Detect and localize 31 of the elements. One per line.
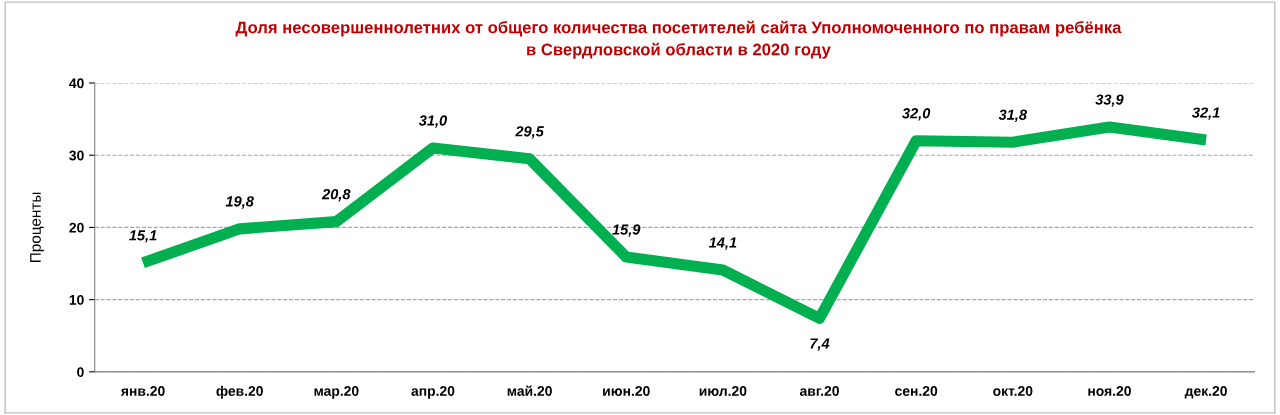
y-tick-label: 0 [77,367,84,378]
data-label: 33,9 [1095,94,1124,107]
data-label: 14,1 [708,237,737,250]
chart-title: Доля несовершеннолетних от общего количества посетителей сайта Уполномоченного по правам ребёнка в Свердловской области в 2020 году [235,20,1122,59]
x-tick-label: янв.20 [120,386,165,396]
x-tick-label: май.20 [507,385,552,396]
data-label: 19,8 [225,196,254,209]
data-label: 32,1 [1192,107,1220,120]
y-tick-label: 20 [69,222,84,233]
data-label: 32,0 [902,108,931,121]
y-tick-label: 30 [69,150,84,161]
x-tick-label: апр.20 [411,386,455,399]
x-tick-label: фев.20 [216,385,263,399]
x-tick-label: сен.20 [895,386,938,396]
x-tick-label: мар.20 [314,386,359,399]
x-tick-label: дек.20 [1184,386,1227,399]
y-tick-label: 10 [69,294,84,305]
data-label: 15,9 [612,224,641,237]
x-tick-label: ноя.20 [1088,386,1131,396]
data-label: 29,5 [515,126,544,139]
data-label: 15,1 [129,230,157,243]
data-label: 31,0 [418,115,448,128]
data-label: 31,8 [998,109,1027,122]
x-tick-label: июн.20 [603,386,650,396]
data-label: 20,8 [321,188,351,202]
x-tick-label: авг.20 [799,386,839,396]
y-axis-title: Проценты [30,192,44,262]
data-label: 7,4 [810,338,830,351]
x-tick-label: июл.20 [699,386,747,396]
x-tick-label: окт.20 [993,386,1033,396]
y-tick-label: 40 [69,78,84,89]
